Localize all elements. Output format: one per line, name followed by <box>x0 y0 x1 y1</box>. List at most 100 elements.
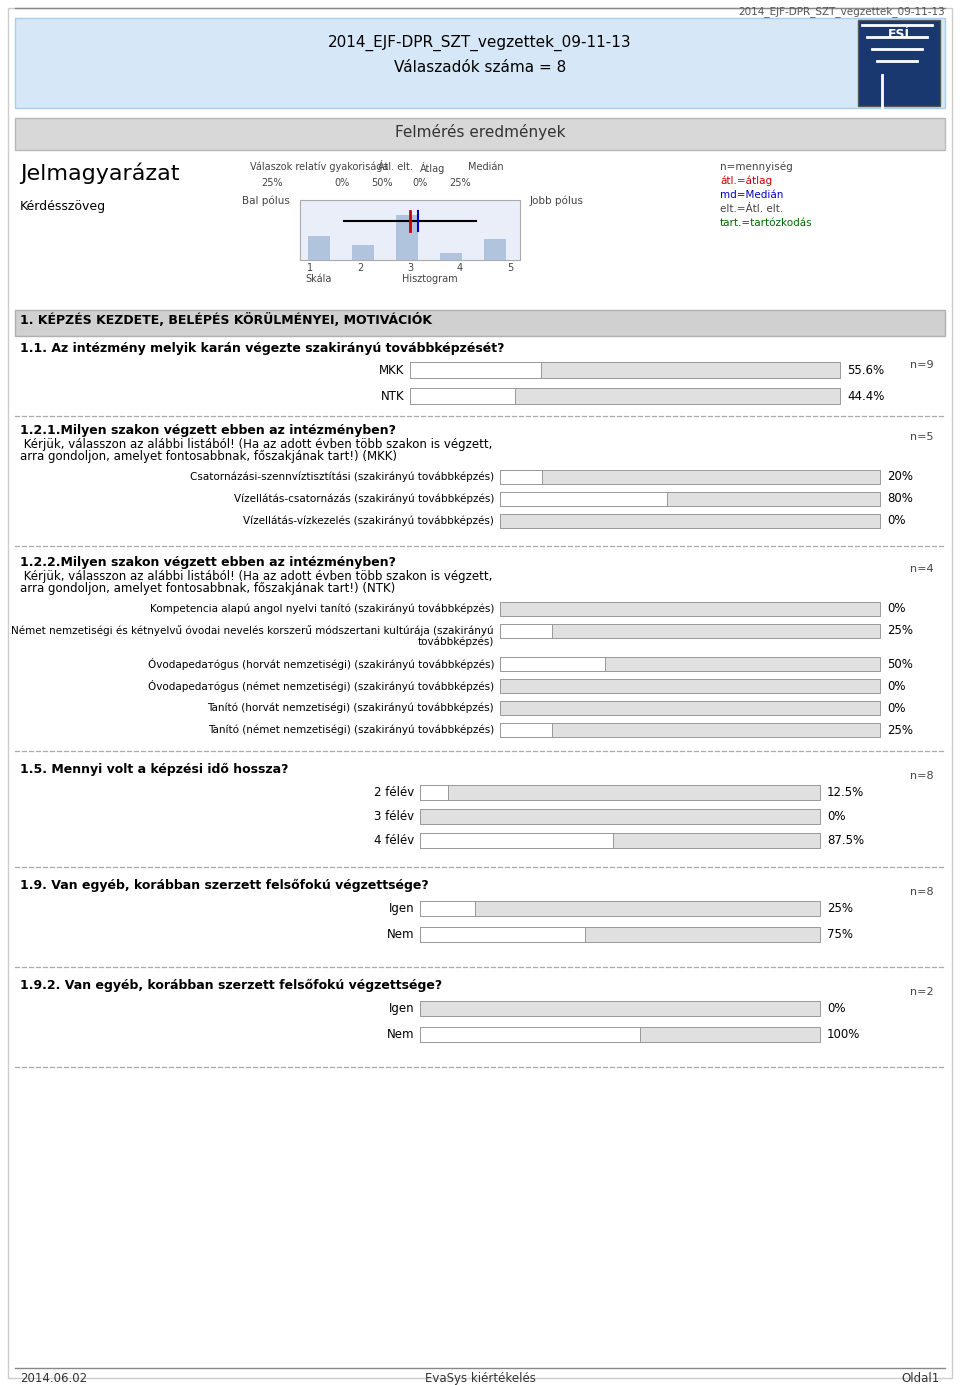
Text: 2 félév: 2 félév <box>373 787 414 799</box>
Bar <box>500 514 880 528</box>
Bar <box>500 723 552 737</box>
Text: Jelmagyarázat: Jelmagyarázat <box>20 162 180 183</box>
Text: 3 félév: 3 félév <box>373 810 414 823</box>
Text: 1: 1 <box>307 263 313 273</box>
Text: 44.4%: 44.4% <box>847 389 884 403</box>
Bar <box>396 215 418 260</box>
Bar <box>858 19 940 107</box>
Text: Nem: Nem <box>387 1028 414 1042</box>
Text: 100%: 100% <box>827 1028 860 1042</box>
Text: 0%: 0% <box>887 602 905 615</box>
Text: 0%: 0% <box>827 810 846 823</box>
Bar <box>410 361 541 378</box>
Text: Skála: Skála <box>305 274 331 284</box>
Bar <box>308 235 330 260</box>
Bar <box>420 1028 820 1042</box>
Text: arra gondoljon, amelyet fontosabbnak, főszakjának tart!) (MKK): arra gondoljon, amelyet fontosabbnak, fő… <box>20 450 397 463</box>
Text: 50%: 50% <box>372 179 393 188</box>
Bar <box>420 785 820 801</box>
Text: 1.9.2. Van egyéb, korábban szerzett felsőfokú végzettsége?: 1.9.2. Van egyéb, korábban szerzett fels… <box>20 979 443 992</box>
Text: 4: 4 <box>457 263 463 273</box>
Text: n=8: n=8 <box>910 771 934 781</box>
Text: 2014_EJF-DPR_SZT_vegzettek_09-11-13: 2014_EJF-DPR_SZT_vegzettek_09-11-13 <box>738 6 945 17</box>
Bar <box>500 679 880 692</box>
Bar <box>500 656 605 670</box>
Text: tart.=tartózkodás: tart.=tartózkodás <box>720 217 812 229</box>
Bar <box>352 245 374 260</box>
Text: 1.1. Az intézmény melyik karán végezte szakirányú továbbképzését?: 1.1. Az intézmény melyik karán végezte s… <box>20 342 505 355</box>
Text: EvaSys kiértékelés: EvaSys kiértékelés <box>424 1373 536 1385</box>
Text: Oldal1: Oldal1 <box>901 1373 940 1385</box>
Text: Nem: Nem <box>387 928 414 940</box>
Bar <box>440 253 462 260</box>
Text: n=9: n=9 <box>910 360 934 370</box>
Text: 1.2.2.Milyen szakon végzett ebben az intézményben?: 1.2.2.Milyen szakon végzett ebben az int… <box>20 555 396 569</box>
Text: ESÍ: ESÍ <box>888 28 910 42</box>
Text: 1.9. Van egyéb, korábban szerzett felsőfokú végzettsége?: 1.9. Van egyéb, korábban szerzett felsőf… <box>20 879 429 892</box>
Text: Válaszadók száma = 8: Válaszadók száma = 8 <box>394 60 566 75</box>
Bar <box>420 832 612 848</box>
Text: Vízellátás-csatornázás (szakirányú továbbképzés): Vízellátás-csatornázás (szakirányú továb… <box>233 493 494 504</box>
Text: Óvodapedaтógus (horvát nemzetiségi) (szakirányú továbbképzés): Óvodapedaтógus (horvát nemzetiségi) (sza… <box>148 658 494 670</box>
Text: md=Medián: md=Medián <box>720 190 783 199</box>
Text: 87.5%: 87.5% <box>827 834 864 848</box>
Text: 1.5. Mennyi volt a képzési idő hossza?: 1.5. Mennyi volt a képzési idő hossza? <box>20 763 289 776</box>
Text: Óvodapedaтógus (német nemzetiségi) (szakirányú továbbképzés): Óvodapedaтógus (német nemzetiségi) (szak… <box>148 680 494 692</box>
Text: Tanító (német nemzetiségi) (szakirányú továbbképzés): Tanító (német nemzetiségi) (szakirányú t… <box>207 724 494 735</box>
Text: n=8: n=8 <box>910 886 934 897</box>
Bar <box>15 310 945 337</box>
Text: 5: 5 <box>507 263 514 273</box>
Bar <box>420 785 447 801</box>
Text: 4 félév: 4 félév <box>373 834 414 848</box>
Bar <box>420 927 820 942</box>
Text: 2014.06.02: 2014.06.02 <box>20 1373 87 1385</box>
Bar <box>500 656 880 670</box>
Text: Válaszok relatív gyakorisága: Válaszok relatív gyakorisága <box>250 162 389 173</box>
Bar <box>500 492 880 506</box>
Bar <box>500 602 880 616</box>
Text: MKK: MKK <box>378 363 404 377</box>
Text: 3: 3 <box>407 263 413 273</box>
Text: 50%: 50% <box>887 658 913 670</box>
Bar <box>500 625 552 638</box>
Text: 1.2.1.Milyen szakon végzett ebben az intézményben?: 1.2.1.Milyen szakon végzett ebben az int… <box>20 424 396 438</box>
Text: n=5: n=5 <box>910 432 933 442</box>
Text: 80%: 80% <box>887 493 913 506</box>
Bar <box>420 902 820 915</box>
Bar <box>500 701 880 715</box>
Bar <box>420 902 475 915</box>
Bar <box>484 240 506 260</box>
Text: n=4: n=4 <box>910 564 934 573</box>
Text: Medián: Medián <box>468 162 504 172</box>
Text: Kérjük, válasszon az alábbi listából! (Ha az adott évben több szakon is végzett,: Kérjük, válasszon az alábbi listából! (H… <box>20 571 492 583</box>
Text: Átlag: Átlag <box>420 162 445 175</box>
Text: Kérjük, válasszon az alábbi listából! (Ha az adott évben több szakon is végzett,: Kérjük, válasszon az alábbi listából! (H… <box>20 438 492 452</box>
Bar <box>300 199 520 260</box>
Bar <box>420 1028 640 1042</box>
Bar <box>410 388 840 404</box>
Text: 20%: 20% <box>887 471 913 483</box>
Bar <box>500 492 667 506</box>
Text: 25%: 25% <box>261 179 283 188</box>
Bar <box>500 625 880 638</box>
Text: Kérdésszöveg: Kérdésszöveg <box>20 199 107 213</box>
Text: Csatornázási-szennvíztisztítási (szakirányú továbbképzés): Csatornázási-szennvíztisztítási (szakirá… <box>190 472 494 482</box>
Bar <box>15 18 945 108</box>
Bar <box>500 470 541 483</box>
Text: NTK: NTK <box>380 389 404 403</box>
Bar <box>15 118 945 150</box>
Text: arra gondoljon, amelyet fontosabbnak, főszakjának tart!) (NTK): arra gondoljon, amelyet fontosabbnak, fő… <box>20 582 396 596</box>
Text: 0%: 0% <box>887 514 905 528</box>
Text: Német nemzetiségi és kétnyelvű óvodai nevelés korszerű módszertani kultúrája (sz: Német nemzetiségi és kétnyelvű óvodai ne… <box>12 626 494 637</box>
Text: 0%: 0% <box>887 701 905 715</box>
Text: 55.6%: 55.6% <box>847 363 884 377</box>
Text: 25%: 25% <box>449 179 470 188</box>
Text: 2: 2 <box>357 263 363 273</box>
Text: 0%: 0% <box>827 1001 846 1015</box>
Text: 25%: 25% <box>887 723 913 737</box>
Text: 25%: 25% <box>887 625 913 637</box>
Text: 0%: 0% <box>413 179 427 188</box>
Text: átl.=átlag: átl.=átlag <box>720 176 772 187</box>
Text: Felmérés eredmények: Felmérés eredmények <box>395 125 565 140</box>
Text: Igen: Igen <box>389 1001 414 1015</box>
